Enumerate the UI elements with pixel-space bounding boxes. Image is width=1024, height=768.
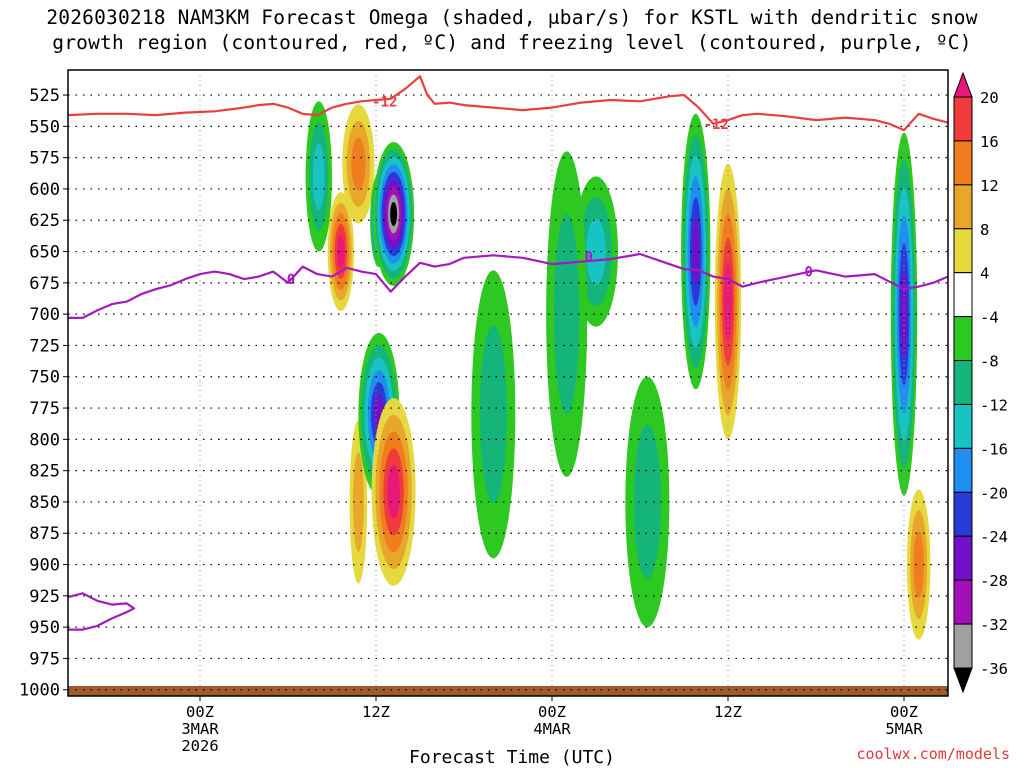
y-tick-label-875: 875 xyxy=(29,524,60,544)
colorbar-label-6: -8 xyxy=(980,353,999,371)
y-tick-label-950: 950 xyxy=(29,618,60,638)
contour-line-1 xyxy=(68,252,948,319)
colorbar-label-3: 8 xyxy=(980,221,989,239)
y-tick-label-1000: 1000 xyxy=(19,681,60,701)
contour-label-2: 0 xyxy=(287,272,295,288)
omega-cell-4-level-8 xyxy=(390,201,398,226)
y-tick-label-900: 900 xyxy=(29,556,60,576)
y-tick-label-700: 700 xyxy=(29,305,60,325)
colorbar-label-9: -20 xyxy=(980,484,1008,502)
colorbar-segment-3 xyxy=(953,184,973,230)
credit-text[interactable]: coolwx.com/models xyxy=(856,745,1010,763)
contour-label-1: -12 xyxy=(704,117,729,133)
omega-cell-8-level-4 xyxy=(724,262,732,341)
x-tick-label-12-0: 12Z xyxy=(362,703,390,721)
contour-label-3: 0 xyxy=(584,250,592,266)
x-tick-label-0-0: 00Z xyxy=(186,703,214,721)
y-tick-label-675: 675 xyxy=(29,274,60,294)
y-tick-label-825: 825 xyxy=(29,462,60,482)
contour-layer: -12 -12 0 0 0 xyxy=(68,75,948,631)
colorbar-segment-2 xyxy=(953,140,973,186)
x-tick-label-48-0: 00Z xyxy=(890,703,918,721)
colorbar-segment-1 xyxy=(953,96,973,142)
y-tick-label-525: 525 xyxy=(29,86,60,106)
colorbar-segment-12 xyxy=(953,579,973,625)
plot-frame xyxy=(67,69,949,697)
surface-terrain-layer xyxy=(68,685,948,696)
x-tick-label-0-1: 3MAR xyxy=(181,720,219,738)
omega-cell-9-level-5 xyxy=(692,218,700,285)
colorbar-label-4: 4 xyxy=(980,265,989,283)
chart-title-line-1: 2026030218 NAM3KM Forecast Omega (shaded… xyxy=(46,6,978,29)
omega-cell-12-level-2 xyxy=(586,218,606,285)
y-tick-label-550: 550 xyxy=(29,117,60,137)
contour-line-0 xyxy=(68,75,948,132)
colorbar-label-2: 12 xyxy=(980,177,999,195)
omega-cell-6-level-4 xyxy=(337,234,345,269)
colorbar-segment-9 xyxy=(953,447,973,493)
colorbar-segment-11 xyxy=(953,535,973,581)
omega-cell-14-level-1 xyxy=(554,213,580,415)
x-tick-label-24-0: 00Z xyxy=(538,703,566,721)
y-tick-label-750: 750 xyxy=(29,368,60,388)
colorbar-label-10: -24 xyxy=(980,528,1008,546)
y-tick-label-775: 775 xyxy=(29,399,60,419)
y-tick-label-975: 975 xyxy=(29,649,60,669)
colorbar-label-8: -16 xyxy=(980,440,1008,458)
axes-layer: 525 550 575 600 625 650 675 700 725 750 775 800 825 8… xyxy=(19,69,949,755)
x-tick-label-48-1: 5MAR xyxy=(885,720,923,738)
omega-cell-15-level-1 xyxy=(633,424,661,579)
colorbar-segment-4 xyxy=(953,228,973,274)
contour-label-4: 0 xyxy=(804,265,812,281)
colorbar-segment-5 xyxy=(953,272,973,318)
colorbar-label-0: 20 xyxy=(980,89,999,107)
omega-cell-11-level-2 xyxy=(913,531,924,598)
colorbar-arrow-top xyxy=(953,71,973,98)
contour-line-2 xyxy=(68,592,136,631)
colorbar-label-7: -12 xyxy=(980,396,1008,414)
y-tick-label-725: 725 xyxy=(29,336,60,356)
x-axis-title: Forecast Time (UTC) xyxy=(409,747,615,768)
y-tick-label-850: 850 xyxy=(29,493,60,513)
surface-terrain xyxy=(68,685,948,696)
y-tick-label-600: 600 xyxy=(29,180,60,200)
colorbar-label-12: -32 xyxy=(980,616,1008,634)
colorbar: 20 16 12 8 4 -4 -8 -12 -16 -20 -24 -28 -32 -36 xyxy=(953,71,1008,694)
x-tick-label-24-1: 4MAR xyxy=(533,720,571,738)
colorbar-segment-7 xyxy=(953,360,973,405)
omega-cell-5-level-4 xyxy=(387,465,400,519)
x-tick-label-0-2: 2026 xyxy=(181,737,218,755)
y-tick-label-625: 625 xyxy=(29,211,60,231)
omega-shading-layer xyxy=(305,101,931,640)
x-tick-label-36-0: 12Z xyxy=(714,703,742,721)
omega-cell-1-level-1 xyxy=(352,451,364,553)
omega-cell-7-level-2 xyxy=(312,143,325,210)
colorbar-segment-6 xyxy=(953,316,973,362)
y-tick-label-650: 650 xyxy=(29,243,60,263)
colorbar-label-11: -28 xyxy=(980,572,1008,590)
y-tick-label-800: 800 xyxy=(29,430,60,450)
colorbar-label-1: 16 xyxy=(980,133,999,151)
colorbar-segment-13 xyxy=(953,623,973,669)
colorbar-label-13: -36 xyxy=(980,660,1008,678)
contour-label-0: -12 xyxy=(372,94,397,110)
y-tick-label-575: 575 xyxy=(29,149,60,169)
omega-cell-10-level-5 xyxy=(900,270,908,359)
chart-title-line-2: growth region (contoured, red, ºC) and f… xyxy=(52,31,972,54)
colorbar-segment-10 xyxy=(953,491,973,537)
colorbar-label-5: -4 xyxy=(980,309,999,327)
omega-cell-13-level-1 xyxy=(479,325,507,503)
omega-cell-0-level-2 xyxy=(351,137,366,191)
colorbar-segment-8 xyxy=(953,403,973,449)
colorbar-arrow-bottom xyxy=(953,667,973,694)
y-tick-label-925: 925 xyxy=(29,587,60,607)
